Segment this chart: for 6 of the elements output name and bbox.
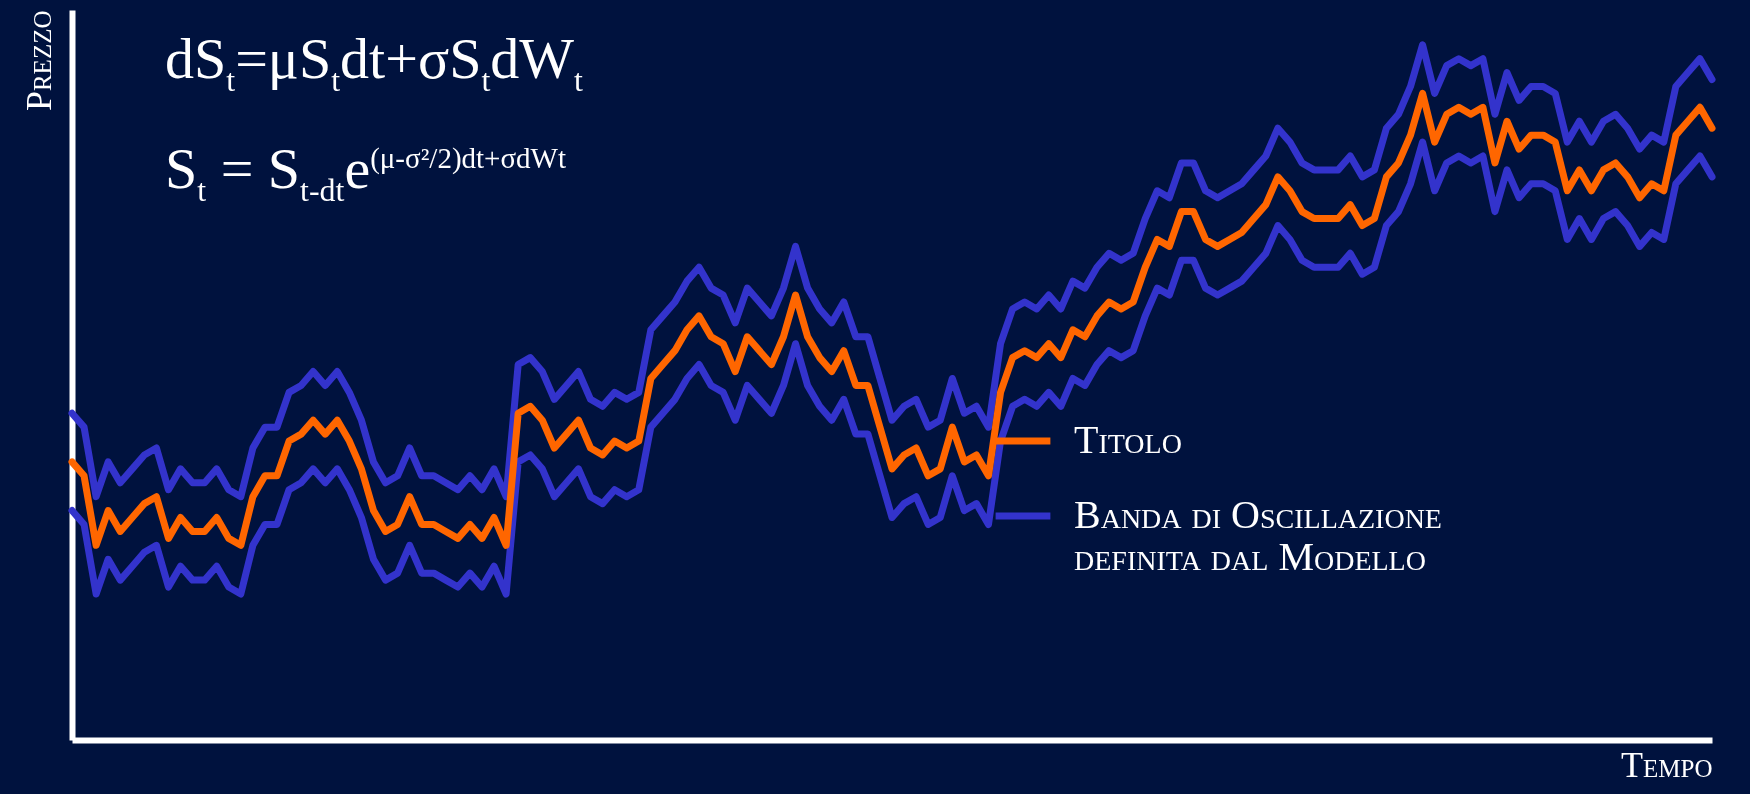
annotation: S$_{t}$ = S$_{t-dt}$e$^{(μ-σ²/2)dt+σdWt}$ xyxy=(165,136,567,208)
annotation: dS$_{t}$=μS$_{t}$dt+σS$_{t}$dW$_{t}$ xyxy=(165,26,583,98)
legend-label: Banda di Oscillazione definita dal Modello xyxy=(1074,492,1442,579)
x-axis-title: Tempo xyxy=(1621,744,1713,785)
legend-label: Titolo xyxy=(1074,417,1182,462)
y-axis-title: Prezzo xyxy=(18,10,59,112)
